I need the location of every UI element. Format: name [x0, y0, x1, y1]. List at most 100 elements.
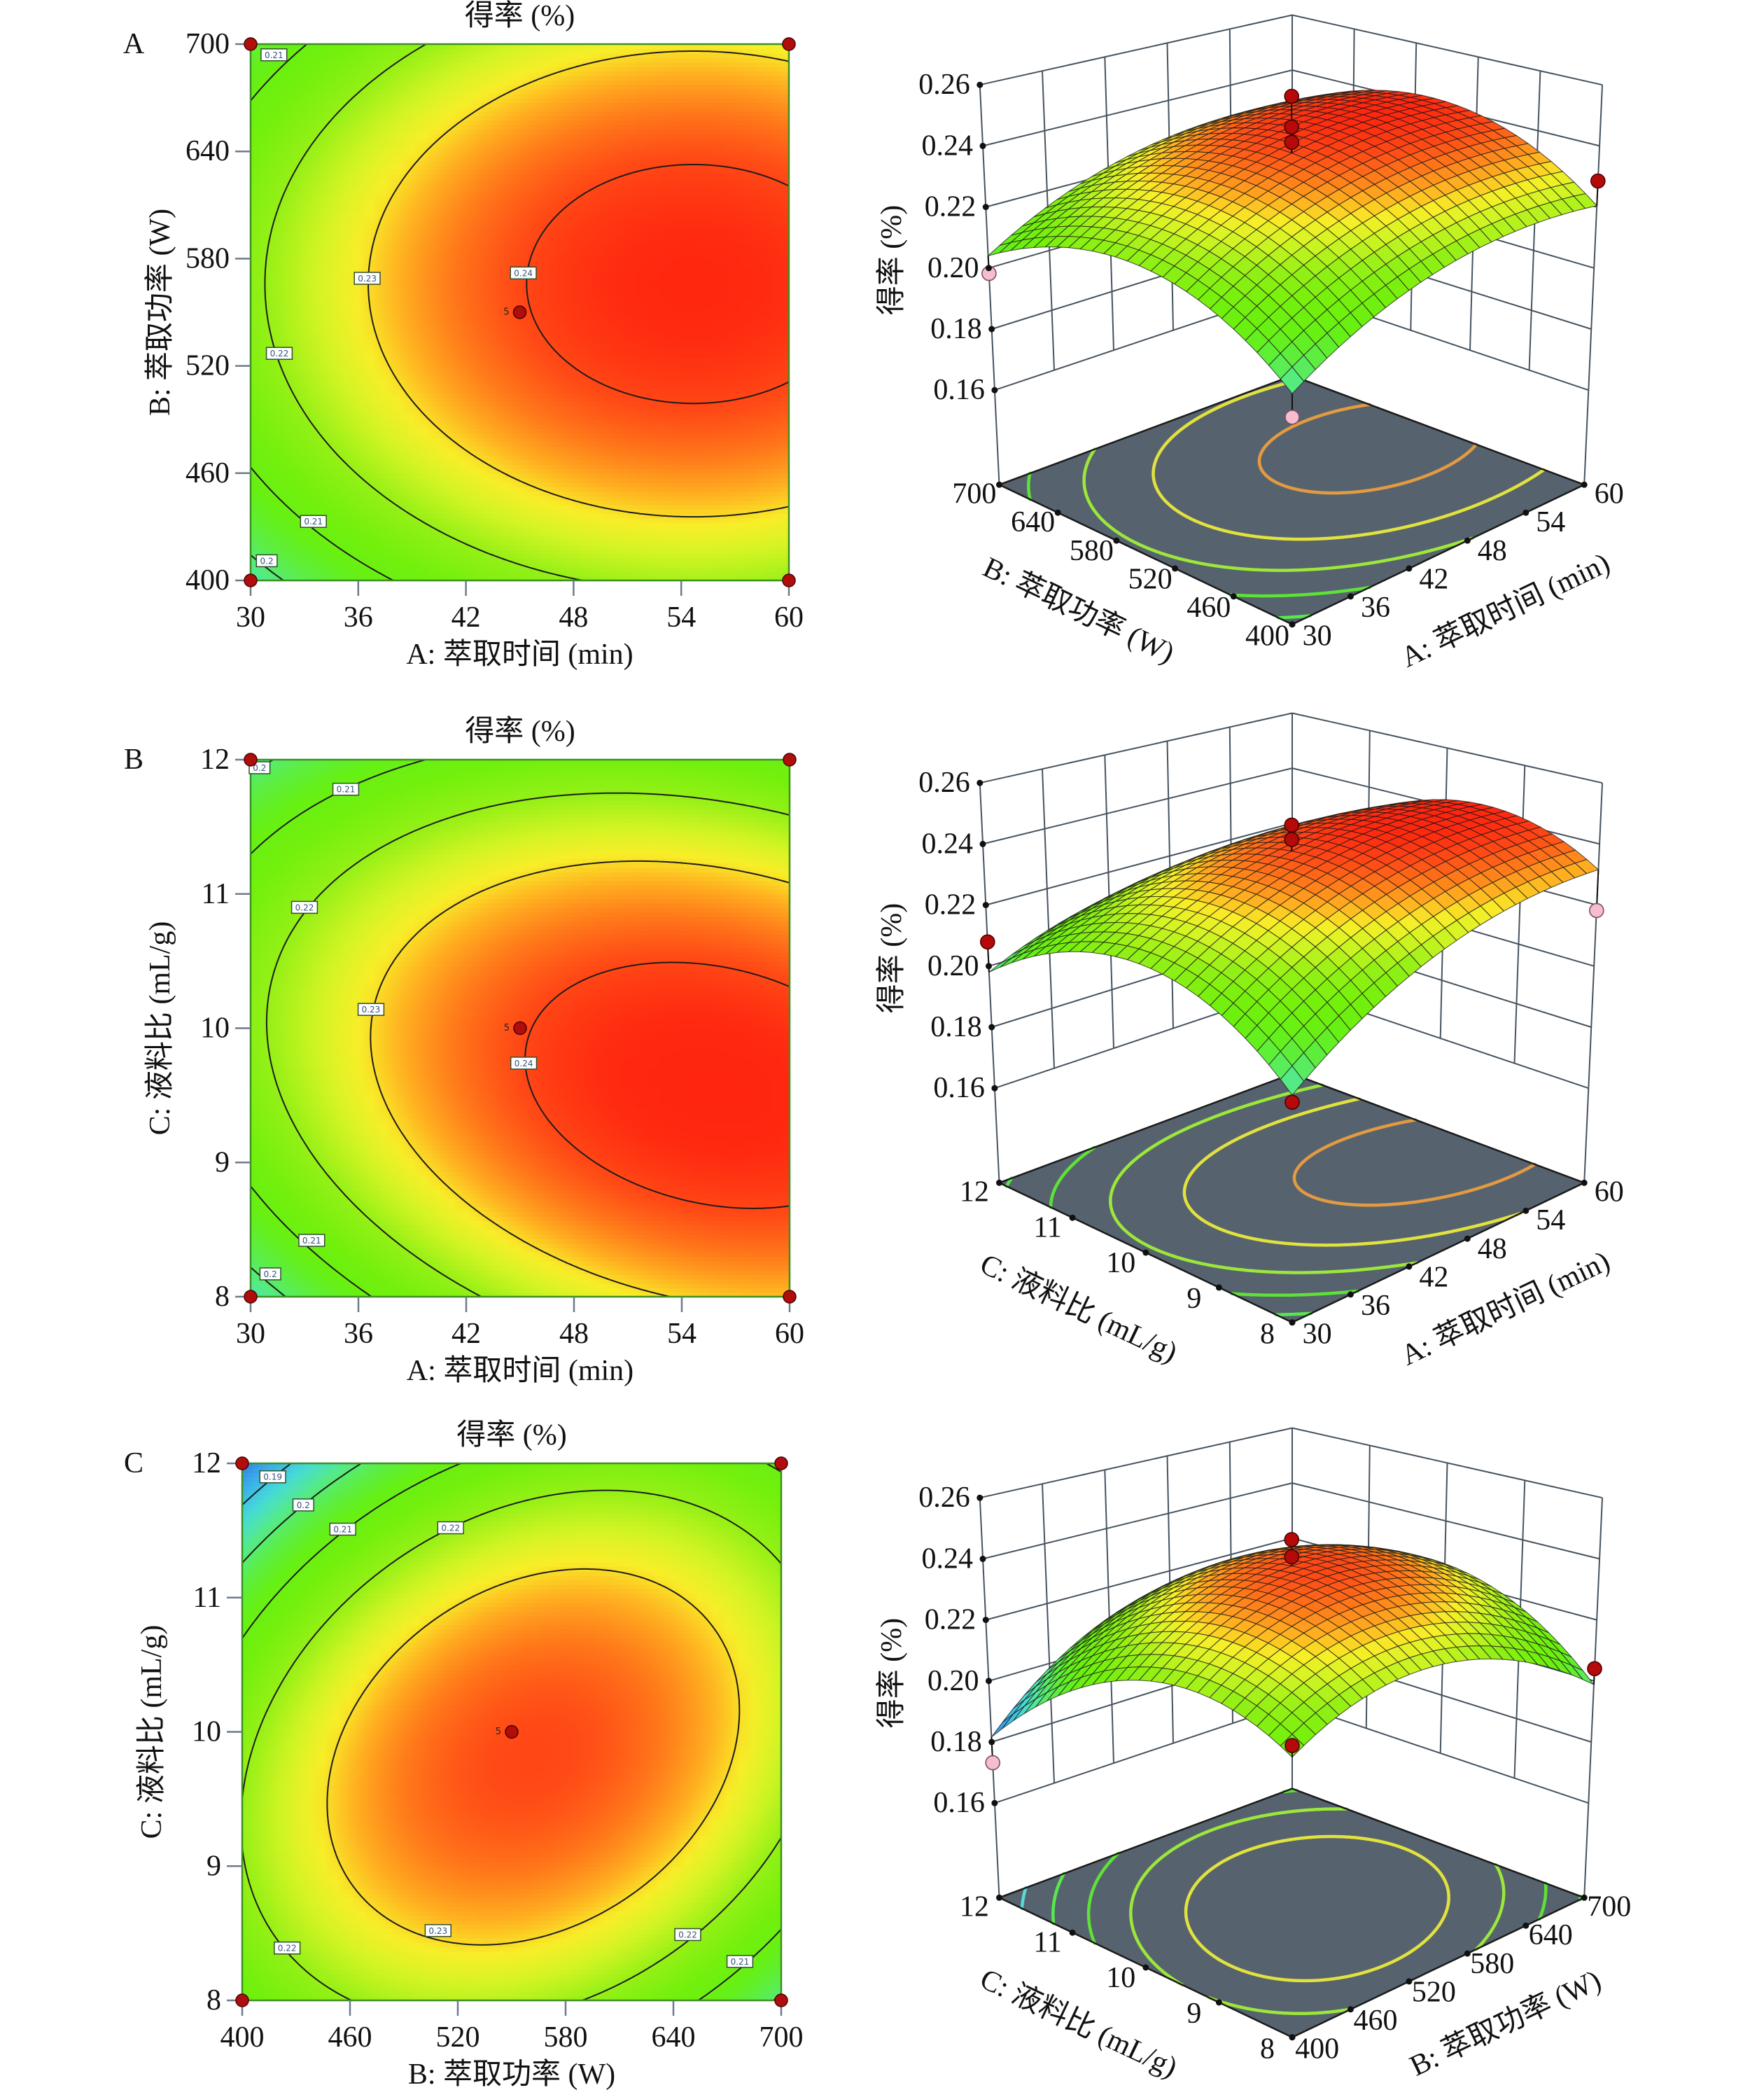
heatmap-row — [242, 1655, 781, 1661]
heatmap-row — [242, 1861, 781, 1867]
z-tick-label: 0.26 — [918, 69, 970, 101]
floor-plane — [999, 1788, 1585, 2037]
floor-contour-line — [1051, 1872, 1066, 1925]
contour-label: 0.22 — [274, 1941, 301, 1955]
heatmap-row — [242, 1745, 781, 1750]
heatmap-row — [242, 1700, 781, 1706]
heatmap-row — [251, 898, 790, 904]
heatmap-row — [251, 1135, 790, 1141]
heatmap-row — [251, 343, 789, 349]
y-axis-title: C: 液料比 (mL/g) — [144, 921, 176, 1136]
heatmap-row — [242, 1651, 781, 1657]
heatmap-row — [251, 1086, 790, 1092]
floor-projection — [997, 1072, 1587, 1324]
heatmap-row — [251, 1274, 790, 1280]
heatmap-row — [242, 1615, 781, 1621]
heatmap-row — [251, 263, 789, 269]
heatmap-row — [251, 1140, 790, 1145]
heatmap-row — [251, 992, 790, 998]
x-tick-label: 460 — [1354, 2005, 1398, 2037]
design-point — [244, 37, 258, 51]
heatmap-row — [251, 1202, 790, 1208]
design-point — [783, 1290, 797, 1304]
heatmap-row — [251, 760, 790, 765]
heatmap-row — [251, 795, 790, 801]
heatmap-row — [242, 1526, 781, 1531]
z-axis-title: 得率 (%) — [875, 205, 908, 315]
contour-label-box — [259, 1470, 286, 1484]
contour-label-text: 0.19 — [263, 1472, 282, 1482]
contour-label-text: 0.21 — [302, 1236, 321, 1246]
heatmap-row — [251, 495, 789, 501]
z-tick-mark — [986, 265, 992, 272]
heatmap-row — [242, 1619, 781, 1625]
y-tick-label: 400 — [186, 564, 230, 597]
contour-label-text: 0.2 — [264, 1269, 277, 1279]
z-tick-label: 0.16 — [933, 374, 985, 406]
heatmap-row — [242, 1879, 781, 1885]
contour-label: 0.2 — [292, 1498, 314, 1512]
heatmap-row — [251, 232, 789, 237]
heatmap-row — [251, 321, 789, 327]
heatmap-row — [242, 1919, 781, 1925]
floor-contour-line — [1086, 1851, 1120, 1945]
chart-title: 得率 (%) — [456, 1419, 566, 1451]
x-tick-label: 60 — [775, 1318, 804, 1350]
y-tick-label: 520 — [186, 350, 230, 382]
design-point — [513, 1021, 527, 1036]
heatmap-row — [251, 764, 790, 769]
heatmap-row — [242, 1986, 781, 1993]
x-tick-mark — [1581, 481, 1588, 488]
z-tick-mark — [982, 204, 989, 211]
floor-contour-line — [1082, 447, 1474, 572]
heatmap-row — [251, 106, 789, 112]
y-tick-mark — [1289, 621, 1296, 628]
x-tick-label: 60 — [1595, 478, 1624, 510]
contour-label-text: 0.2 — [253, 763, 266, 773]
heatmap-row — [242, 1517, 781, 1522]
x-tick-label: 42 — [451, 1318, 481, 1350]
heatmap-row — [251, 500, 789, 506]
heatmap-row — [242, 1942, 781, 1948]
heatmap-row — [242, 1647, 781, 1652]
floor-contour-line — [1152, 377, 1546, 541]
heatmap-row — [251, 146, 789, 153]
floor-contour-line — [1537, 1881, 1548, 1921]
heatmap-row — [251, 294, 789, 300]
heatmap-row — [251, 330, 789, 335]
contour-label-box — [329, 1522, 356, 1536]
heatmap-row — [251, 781, 790, 788]
heatmap-row — [251, 517, 789, 523]
heatmap-row — [251, 522, 789, 528]
wall-gridline — [979, 1427, 1293, 1499]
heatmap-row — [242, 1848, 781, 1853]
heatmap-row — [251, 392, 789, 398]
contour-lines — [242, 1463, 781, 2000]
heatmap-row — [251, 102, 789, 108]
z-tick-label: 0.22 — [925, 889, 976, 921]
floor-outline — [997, 1788, 1587, 2039]
x-tick-mark — [1522, 1922, 1530, 1929]
heatmap-row — [242, 1956, 781, 1961]
heatmap-row — [251, 388, 789, 393]
design-point — [235, 1456, 249, 1470]
heatmap-row — [251, 1283, 790, 1289]
heatmap-row — [251, 903, 790, 908]
heatmap-row — [242, 1610, 781, 1617]
heatmap-row — [251, 66, 789, 72]
contour-label-text: 0.22 — [441, 1524, 460, 1533]
wall-gridline — [1292, 1702, 1589, 1804]
heatmap-row — [251, 214, 789, 219]
heatmap-row — [242, 1883, 781, 1890]
heatmap-row — [251, 540, 789, 545]
heatmap-row — [251, 876, 790, 882]
heatmap-row — [251, 1279, 790, 1284]
heatmap-row — [251, 504, 789, 510]
heatmap-row — [242, 1978, 781, 1984]
floor-contour-line — [1109, 1083, 1419, 1274]
heatmap-row — [242, 1597, 781, 1603]
heatmap-row — [251, 804, 790, 810]
heatmap-row — [251, 428, 789, 434]
heatmap-row — [251, 1211, 790, 1217]
heatmap-row — [251, 1260, 790, 1267]
